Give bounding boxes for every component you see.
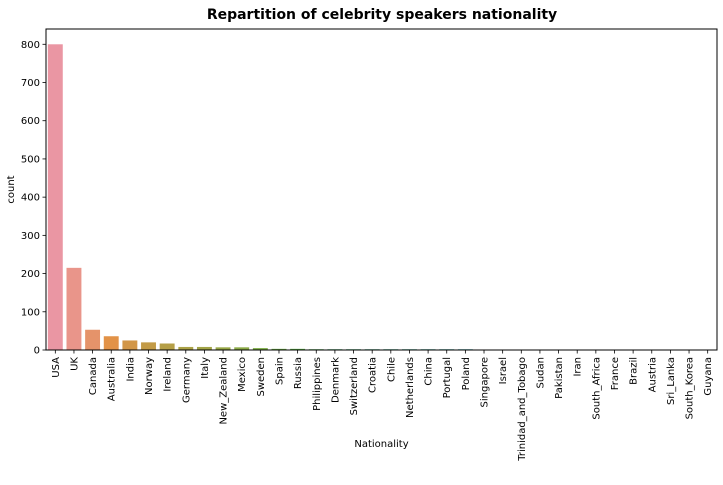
plot-frame xyxy=(45,28,718,351)
x-tick-label: Italy xyxy=(200,357,211,379)
x-tick-label: Poland xyxy=(461,357,472,390)
y-tick-label: 700 xyxy=(21,78,40,89)
bar-norway xyxy=(141,342,156,350)
y-axis-title: count xyxy=(6,175,17,203)
chart-title: Repartition of celebrity speakers nation… xyxy=(207,7,557,23)
x-tick-label: Israel xyxy=(498,357,509,384)
bar-ireland xyxy=(159,343,175,350)
x-tick-label: Denmark xyxy=(330,357,341,403)
x-tick-label: Chile xyxy=(386,357,397,382)
x-axis-title: Nationality xyxy=(354,439,408,450)
x-tick-label: Sweden xyxy=(256,357,267,397)
x-tick-label: Iran xyxy=(573,357,584,377)
x-tick-label: Spain xyxy=(274,357,285,385)
y-tick-label: 100 xyxy=(21,307,40,318)
x-tick-label: India xyxy=(125,357,136,382)
x-tick-label: South_Korea xyxy=(685,357,696,419)
x-tick-label: Philippines xyxy=(312,357,323,411)
bar-australia xyxy=(103,336,119,350)
x-tick-label: Australia xyxy=(107,357,118,401)
y-tick-label: 800 xyxy=(21,40,40,51)
y-tick-label: 400 xyxy=(21,193,40,204)
bar-mexico xyxy=(234,347,250,350)
bar-canada xyxy=(85,329,101,350)
x-tick-label: Russia xyxy=(293,357,304,389)
x-tick-label: Singapore xyxy=(480,357,491,407)
y-tick-label: 0 xyxy=(34,346,40,357)
x-tick-label: France xyxy=(610,357,621,390)
y-tick-label: 600 xyxy=(21,116,40,127)
y-tick-label: 500 xyxy=(21,154,40,165)
x-tick-label: UK xyxy=(69,357,80,371)
x-tick-label: Brazil xyxy=(629,357,640,385)
bar-sweden xyxy=(252,348,268,350)
x-tick-label: USA xyxy=(51,357,62,378)
bar-russia xyxy=(290,348,306,350)
x-tick-label: Germany xyxy=(181,357,192,403)
y-tick-label: 200 xyxy=(21,269,40,280)
x-tick-label: Sri_Lanka xyxy=(666,357,677,405)
bar-india xyxy=(122,340,138,350)
x-tick-label: Croatia xyxy=(368,357,379,393)
x-tick-label: Sudan xyxy=(535,357,546,389)
x-tick-label: Norway xyxy=(144,357,155,395)
x-tick-label: Netherlands xyxy=(405,357,416,418)
x-tick-label: Guyana xyxy=(703,357,714,396)
bar-spain xyxy=(271,348,287,350)
x-tick-label: Canada xyxy=(88,357,99,395)
x-tick-label: Mexico xyxy=(237,357,248,392)
bar-uk xyxy=(66,267,82,350)
x-tick-label: South_Africa xyxy=(591,357,602,420)
x-axis-ticks: USA UK Canada Australia India Norway Ireland Ge… xyxy=(51,350,714,462)
x-tick-label: Austria xyxy=(647,357,658,392)
x-tick-label: Portugal xyxy=(442,357,453,398)
bar-italy xyxy=(196,346,212,350)
bar-new-zealand xyxy=(215,347,231,350)
x-tick-label: Trinidad_and_Tobago xyxy=(517,357,528,462)
x-tick-label: Pakistan xyxy=(554,357,565,399)
y-tick-label: 300 xyxy=(21,231,40,242)
bars-group xyxy=(47,44,716,350)
bar-usa xyxy=(47,44,63,350)
bar-germany xyxy=(178,346,194,350)
y-axis-ticks: 0 100 200 300 400 500 600 700 800 xyxy=(21,40,46,357)
x-tick-label: China xyxy=(424,357,435,386)
x-tick-label: Ireland xyxy=(163,357,174,392)
x-tick-label: Switzerland xyxy=(349,357,360,415)
x-tick-label: New_Zealand xyxy=(219,357,230,425)
